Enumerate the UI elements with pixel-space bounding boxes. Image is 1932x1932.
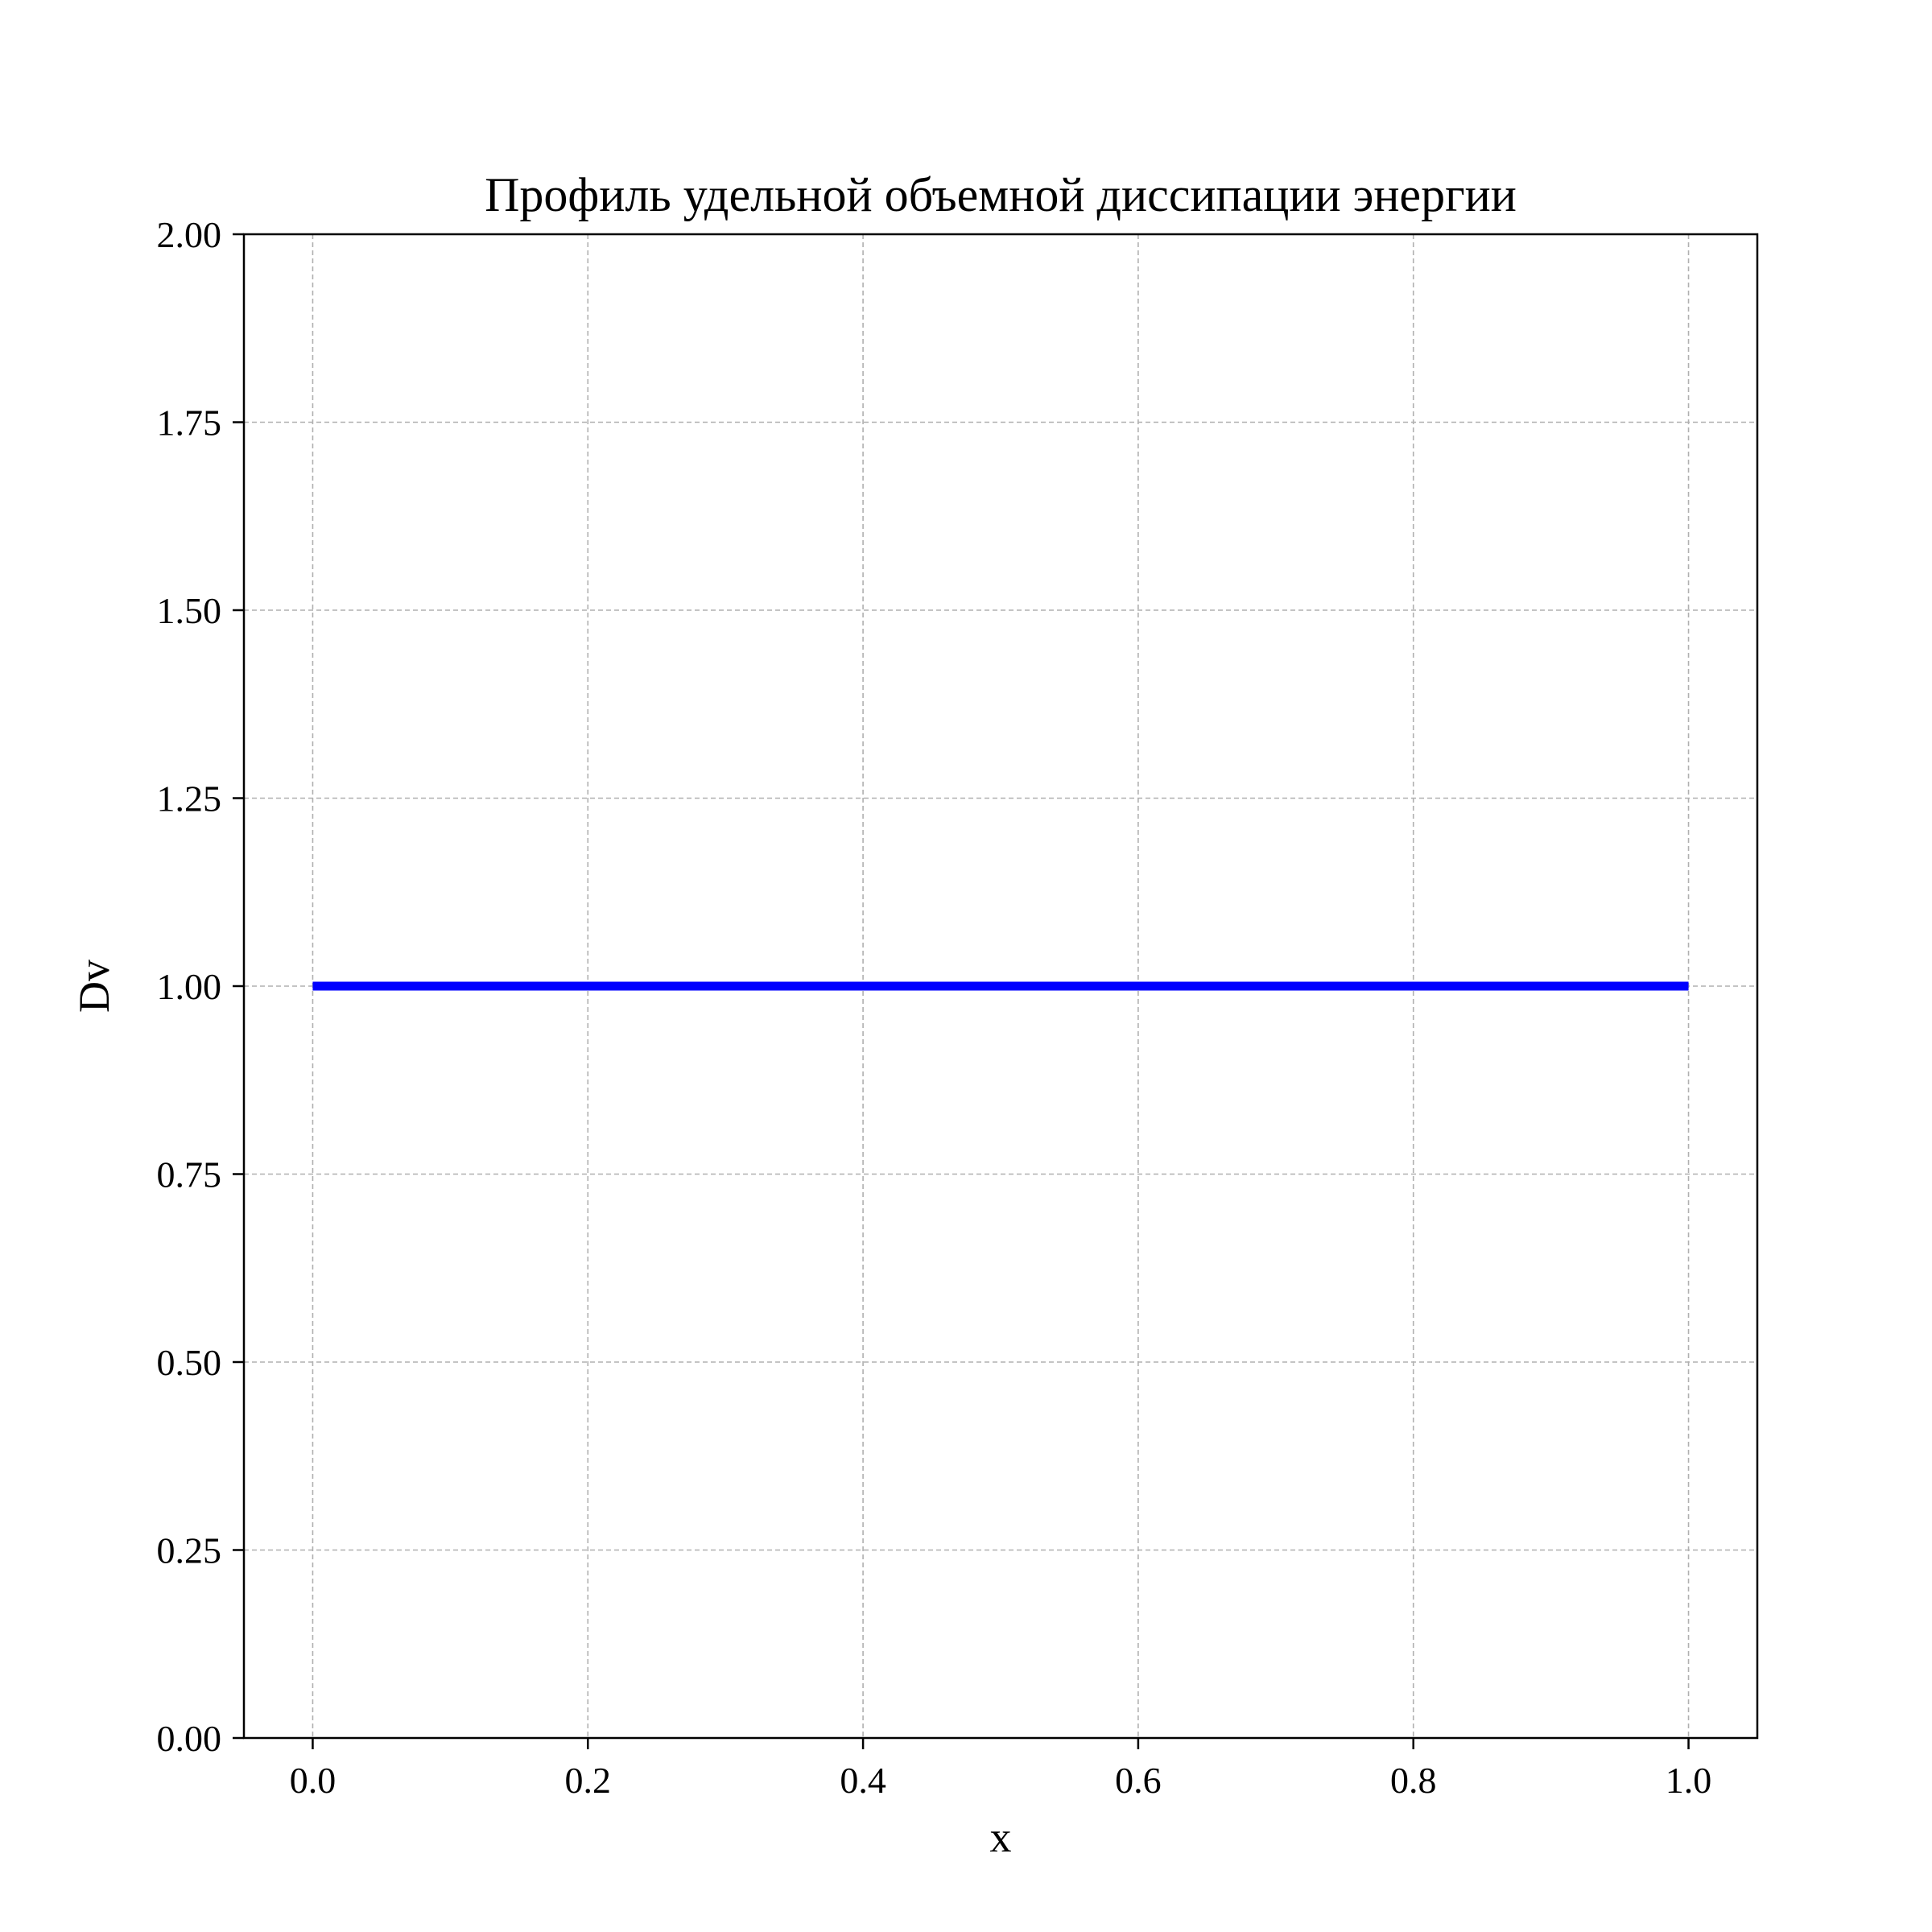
y-tick-label: 1.25 (157, 778, 222, 819)
axis-ticks: 0.0 0.2 0.4 0.6 0.8 1.0 0.00 0.25 0.50 0.75 1.00 1.… (157, 214, 1712, 1801)
y-tick-label: 0.75 (157, 1154, 222, 1195)
x-tick-label: 0.6 (1115, 1760, 1162, 1801)
x-tick-label: 0.0 (290, 1760, 336, 1801)
y-tick-label: 0.25 (157, 1530, 222, 1571)
x-tick-label: 0.2 (565, 1760, 612, 1801)
y-tick-label: 2.00 (157, 214, 222, 255)
y-tick-label: 1.75 (157, 402, 222, 444)
x-axis-label: x (990, 1813, 1012, 1861)
y-tick-label: 0.50 (157, 1342, 222, 1383)
x-tick-label: 0.4 (840, 1760, 886, 1801)
y-tick-label: 1.50 (157, 590, 222, 631)
x-tick-label: 1.0 (1666, 1760, 1712, 1801)
y-tick-label: 0.00 (157, 1718, 222, 1759)
y-tick-label: 1.00 (157, 966, 222, 1007)
x-tick-label: 0.8 (1390, 1760, 1437, 1801)
chart-title: Профиль удельной объемной диссипации эне… (485, 168, 1517, 221)
y-axis-label: Dv (70, 960, 118, 1013)
